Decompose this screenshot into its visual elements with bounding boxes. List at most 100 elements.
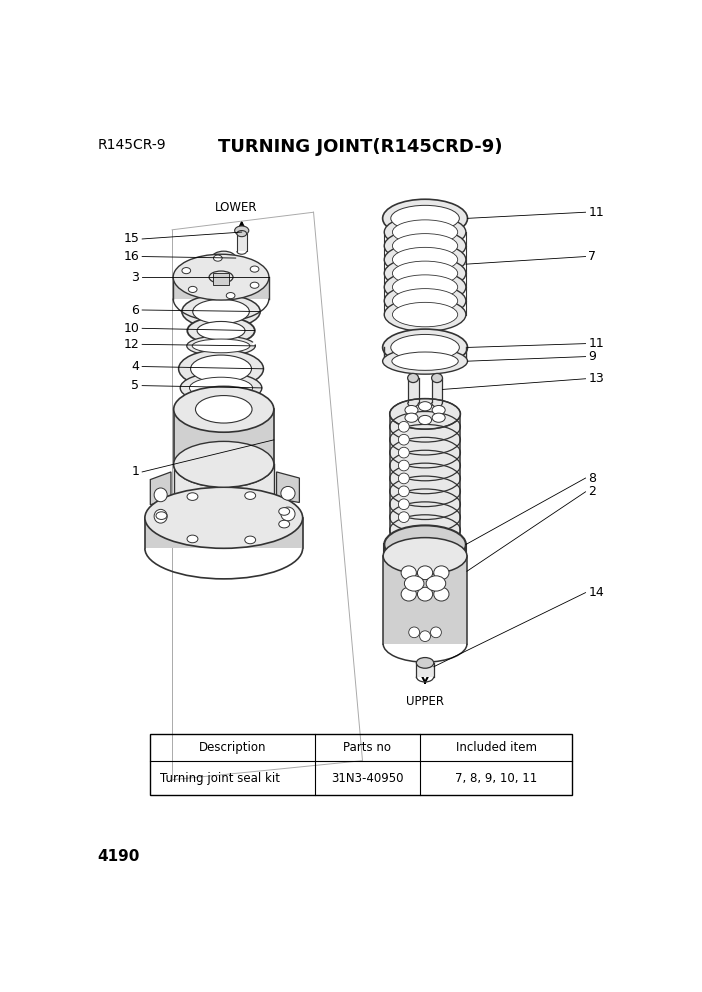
Ellipse shape [392, 247, 458, 272]
Ellipse shape [405, 406, 418, 415]
Ellipse shape [213, 255, 222, 261]
Text: Included item: Included item [456, 741, 536, 754]
Text: 14: 14 [588, 586, 604, 599]
Text: 15: 15 [124, 232, 140, 245]
Ellipse shape [384, 243, 466, 277]
Ellipse shape [281, 507, 295, 521]
Text: 7, 8, 9, 10, 11: 7, 8, 9, 10, 11 [455, 772, 537, 785]
Ellipse shape [250, 266, 259, 272]
Polygon shape [277, 472, 299, 503]
Polygon shape [408, 378, 418, 403]
Text: 4: 4 [131, 360, 140, 373]
Ellipse shape [226, 293, 235, 299]
Ellipse shape [432, 406, 445, 415]
Ellipse shape [145, 487, 303, 549]
Polygon shape [237, 234, 246, 251]
Ellipse shape [418, 587, 432, 601]
Ellipse shape [197, 321, 245, 340]
Polygon shape [173, 410, 274, 464]
Ellipse shape [173, 387, 274, 433]
Text: 7: 7 [588, 250, 596, 263]
Ellipse shape [384, 526, 466, 563]
Ellipse shape [281, 486, 295, 500]
Ellipse shape [404, 575, 424, 591]
Ellipse shape [426, 575, 446, 591]
Ellipse shape [399, 434, 409, 445]
Polygon shape [416, 663, 434, 677]
Ellipse shape [180, 373, 262, 403]
Ellipse shape [245, 536, 256, 544]
Ellipse shape [250, 282, 259, 289]
Ellipse shape [187, 316, 255, 344]
Ellipse shape [188, 287, 197, 293]
Ellipse shape [405, 413, 418, 423]
Ellipse shape [178, 350, 263, 388]
Text: 9: 9 [588, 350, 596, 363]
Ellipse shape [399, 499, 409, 510]
Ellipse shape [191, 262, 251, 293]
Ellipse shape [430, 627, 442, 638]
Polygon shape [173, 277, 269, 299]
Text: 11: 11 [588, 205, 604, 218]
Ellipse shape [187, 336, 256, 356]
Ellipse shape [154, 488, 167, 502]
Ellipse shape [384, 270, 466, 304]
Ellipse shape [212, 251, 236, 265]
Ellipse shape [409, 627, 420, 638]
Ellipse shape [190, 355, 251, 383]
Ellipse shape [383, 329, 468, 366]
Ellipse shape [399, 486, 409, 497]
Text: 16: 16 [124, 250, 140, 263]
Ellipse shape [218, 255, 230, 261]
Ellipse shape [209, 271, 233, 284]
Ellipse shape [418, 565, 432, 579]
Text: 11: 11 [588, 337, 604, 350]
Ellipse shape [432, 413, 445, 423]
Ellipse shape [384, 215, 466, 249]
Ellipse shape [392, 289, 458, 313]
Text: 1: 1 [131, 465, 140, 478]
Polygon shape [390, 414, 461, 543]
Ellipse shape [237, 230, 246, 237]
Text: 10: 10 [124, 321, 140, 335]
Text: 31N3-40950: 31N3-40950 [331, 772, 404, 785]
Ellipse shape [384, 257, 466, 290]
Bar [213, 273, 229, 285]
Text: R145CR-9: R145CR-9 [98, 138, 166, 152]
Polygon shape [150, 472, 171, 505]
Ellipse shape [399, 460, 409, 471]
Text: 6: 6 [131, 304, 140, 316]
Ellipse shape [154, 509, 167, 523]
Ellipse shape [173, 254, 269, 300]
Polygon shape [145, 518, 303, 549]
Ellipse shape [392, 352, 458, 370]
Ellipse shape [399, 422, 409, 433]
Text: 2: 2 [588, 485, 596, 498]
Ellipse shape [392, 303, 458, 326]
Ellipse shape [392, 220, 458, 244]
Ellipse shape [399, 473, 409, 484]
Ellipse shape [156, 512, 167, 520]
Text: Parts no: Parts no [343, 741, 392, 754]
Ellipse shape [279, 508, 290, 515]
Ellipse shape [383, 348, 468, 374]
Ellipse shape [418, 402, 432, 411]
Ellipse shape [384, 284, 466, 317]
Text: 5: 5 [131, 379, 140, 392]
Ellipse shape [416, 658, 434, 669]
Bar [150, 734, 572, 795]
Ellipse shape [391, 334, 459, 360]
Polygon shape [173, 464, 274, 518]
Ellipse shape [408, 373, 418, 383]
Text: TURNING JOINT(R145CRD-9): TURNING JOINT(R145CRD-9) [218, 138, 502, 156]
Ellipse shape [420, 631, 430, 642]
Ellipse shape [434, 587, 449, 601]
Ellipse shape [392, 261, 458, 286]
Polygon shape [432, 378, 442, 403]
Ellipse shape [187, 535, 198, 543]
Ellipse shape [234, 226, 249, 235]
Ellipse shape [418, 416, 432, 425]
Text: 3: 3 [131, 271, 140, 284]
Text: LOWER: LOWER [215, 200, 258, 213]
Text: UPPER: UPPER [406, 695, 444, 708]
